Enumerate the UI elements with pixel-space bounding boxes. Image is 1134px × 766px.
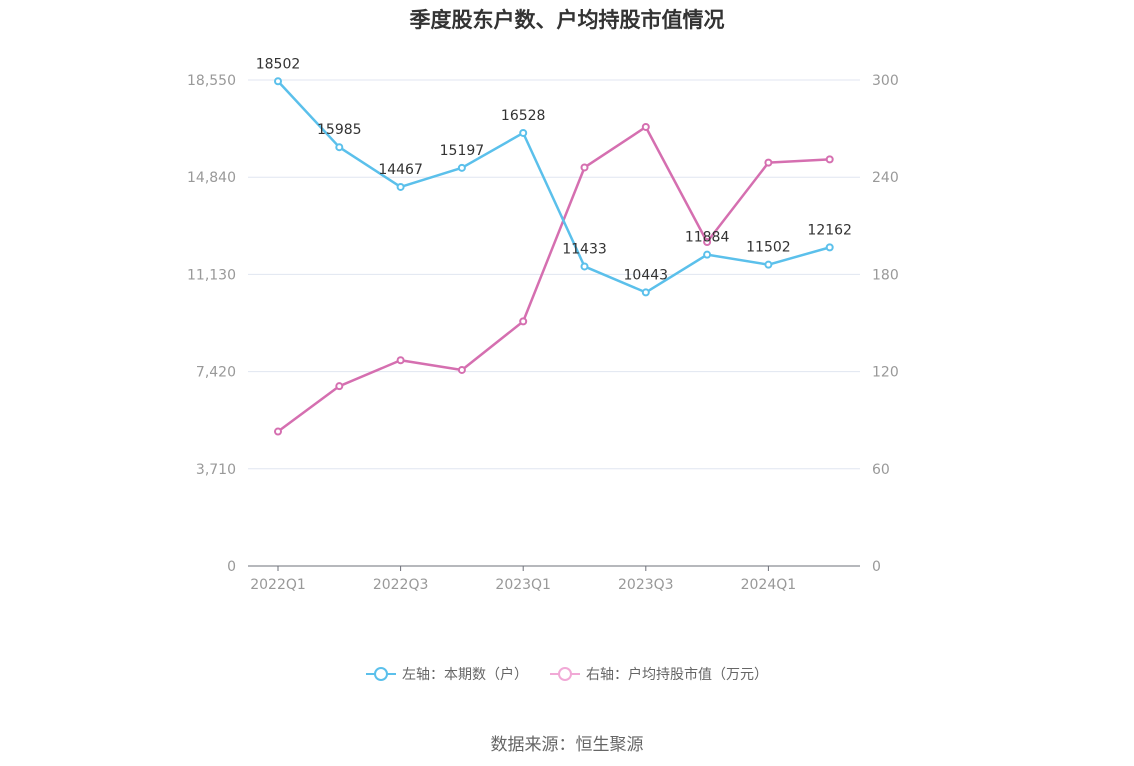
right-tick-label: 240: [872, 170, 899, 186]
data-point-right: [580, 163, 589, 172]
right-tick-label: 180: [872, 267, 899, 283]
x-tick-label: 2023Q1: [495, 577, 551, 593]
data-point-right: [641, 122, 650, 131]
x-tick-label: 2022Q3: [373, 577, 429, 593]
data-label: 11433: [562, 241, 607, 257]
data-point-left: [396, 182, 405, 191]
grid-lines: [248, 79, 860, 470]
left-axis-ticks: 0 3,710 7,420 11,130 14,840 18,550: [187, 73, 236, 575]
data-label: 18502: [256, 56, 301, 72]
legend-item-right-series[interactable]: 右轴：户均持股市值（万元）: [550, 664, 768, 684]
data-label: 15197: [440, 143, 485, 159]
left-tick-label: 11,130: [187, 267, 236, 283]
data-point-right: [274, 427, 282, 436]
data-label: 16528: [501, 108, 546, 124]
data-point-left: [519, 128, 528, 137]
data-point-right: [519, 317, 528, 326]
data-point-left: [580, 262, 589, 271]
data-point-left: [274, 77, 282, 86]
series-layer: [274, 77, 834, 436]
chart-title: 季度股东户数、户均持股市值情况: [409, 8, 725, 32]
x-axis: 2022Q1 2022Q3 2023Q1 2023Q3 2024Q1: [248, 565, 860, 593]
legend: 左轴：本期数（户） 右轴：户均持股市值（万元）: [0, 664, 1134, 684]
data-label: 15985: [317, 122, 362, 138]
legend-swatch-left: [366, 666, 396, 682]
right-tick-label: 300: [872, 73, 899, 89]
data-point-left: [641, 288, 650, 297]
data-label: 10443: [624, 267, 669, 283]
data-point-left: [457, 163, 466, 172]
x-tick-label: 2023Q3: [618, 577, 674, 593]
right-tick-label: 120: [872, 365, 899, 381]
legend-label-right: 右轴：户均持股市值（万元）: [586, 667, 768, 683]
series-line-left: [277, 80, 831, 294]
left-tick-label: 18,550: [187, 73, 236, 89]
data-point-right: [335, 382, 344, 391]
x-tick-label: 2022Q1: [250, 577, 306, 593]
data-point-right: [703, 238, 712, 246]
left-tick-label: 7,420: [196, 365, 236, 381]
data-labels: 18502 15985 14467 15197 16528 11433 10443 11884…: [256, 56, 852, 283]
data-point-right: [764, 158, 773, 167]
data-point-left: [825, 243, 834, 252]
right-tick-label: 60: [872, 462, 890, 478]
data-point-right: [825, 155, 834, 164]
legend-swatch-right: [550, 666, 580, 682]
data-point-right: [396, 356, 405, 365]
data-point-left: [335, 143, 344, 152]
left-tick-label: 14,840: [187, 170, 236, 186]
data-point-left: [764, 260, 773, 269]
right-axis-ticks: 0 60 120 180 240 300: [872, 73, 899, 575]
legend-label-left: 左轴：本期数（户）: [402, 667, 528, 683]
data-label: 11884: [685, 230, 730, 246]
data-source: 数据来源：恒生聚源: [490, 735, 644, 755]
data-label: 12162: [807, 222, 852, 238]
x-tick-label: 2024Q1: [741, 577, 797, 593]
data-label: 11502: [746, 240, 791, 256]
left-tick-label: 3,710: [196, 462, 236, 478]
data-point-left: [703, 250, 712, 259]
data-point-right: [457, 365, 466, 374]
legend-item-left-series[interactable]: 左轴：本期数（户）: [366, 664, 528, 684]
data-label: 14467: [378, 162, 423, 178]
series-line-right: [277, 125, 830, 433]
left-tick-label: 0: [227, 559, 236, 575]
right-tick-label: 0: [872, 559, 881, 575]
